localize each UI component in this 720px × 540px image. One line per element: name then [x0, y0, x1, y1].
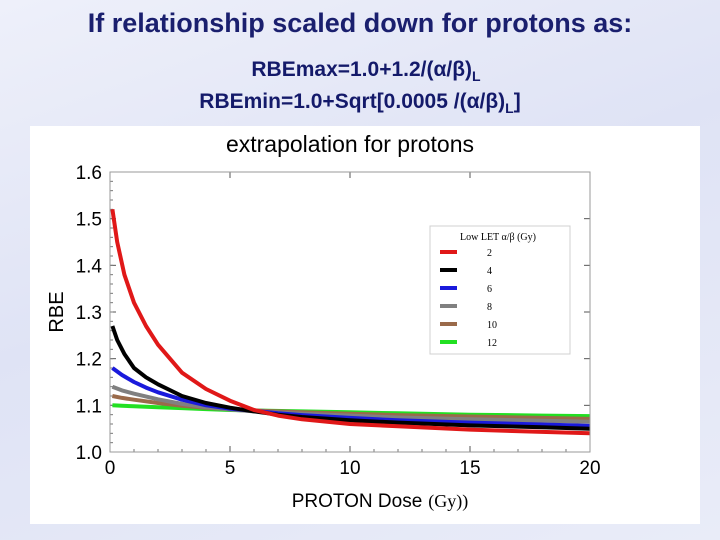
- x-tick-label: 0: [105, 458, 116, 479]
- x-tick-label: 10: [339, 458, 360, 479]
- x-axis-label-text: PROTON Dose: [292, 491, 423, 512]
- rbe-min-formula-tail: ]: [513, 90, 521, 113]
- y-tick-label: 1.5: [76, 210, 102, 231]
- y-tick-label: 1.3: [76, 303, 102, 324]
- legend-title: Low LET α/β (Gy): [460, 232, 536, 243]
- series-line-ab-2: [110, 209, 591, 436]
- rbe-min-formula: RBEmin=1.0+Sqrt[0.0005 /(α/β)L]: [0, 90, 720, 116]
- legend-label-ab-10: 10: [487, 320, 497, 331]
- y-tick-label: 1.2: [76, 350, 102, 371]
- x-tick-label: 5: [225, 458, 236, 479]
- legend-label-ab-4: 4: [487, 266, 492, 277]
- chart-panel: extrapolation for protons RBE PROTON Dos…: [30, 126, 700, 524]
- x-axis-label-unit: (Gy)): [428, 491, 468, 512]
- legend-label-ab-2: 2: [487, 248, 492, 259]
- y-tick-label: 1.4: [76, 256, 103, 277]
- rbe-chart: extrapolation for protons RBE PROTON Dos…: [46, 131, 601, 512]
- rbe-max-formula-subscript: L: [472, 68, 481, 85]
- series-line-ab-4: [110, 325, 591, 431]
- axis-ticks: 0 5 10 15 20 1.0 1.1 1.2 1.3 1.4 1.5 1.6: [76, 163, 601, 479]
- y-tick-label: 1.1: [76, 396, 102, 417]
- legend-label-ab-6: 6: [487, 284, 492, 295]
- rbe-max-formula-main: RBEmax=1.0+1.2/(α/β): [251, 58, 473, 81]
- slide-title: If relationship scaled down for protons …: [87, 8, 633, 38]
- plot-frame: [109, 171, 591, 453]
- y-tick-label: 1.0: [76, 443, 102, 464]
- y-tick-label: 1.6: [76, 163, 102, 184]
- legend-label-ab-12: 12: [487, 338, 497, 349]
- legend-label-ab-8: 8: [487, 302, 492, 313]
- x-tick-label: 20: [579, 458, 600, 479]
- rbe-max-formula: RBEmax=1.0+1.2/(α/β)L: [6, 58, 720, 84]
- y-axis-label: RBE: [46, 291, 68, 332]
- rbe-min-formula-subscript: L: [505, 100, 514, 117]
- rbe-min-formula-main: RBEmin=1.0+Sqrt[0.0005 /(α/β): [199, 90, 506, 113]
- x-axis-label: PROTON Dose (Gy)): [292, 491, 469, 512]
- legend: Low LET α/β (Gy) 2 4 6 8 10 12: [429, 225, 571, 355]
- series-lines: [110, 209, 591, 436]
- x-tick-label: 15: [459, 458, 480, 479]
- chart-title: extrapolation for protons: [226, 131, 474, 157]
